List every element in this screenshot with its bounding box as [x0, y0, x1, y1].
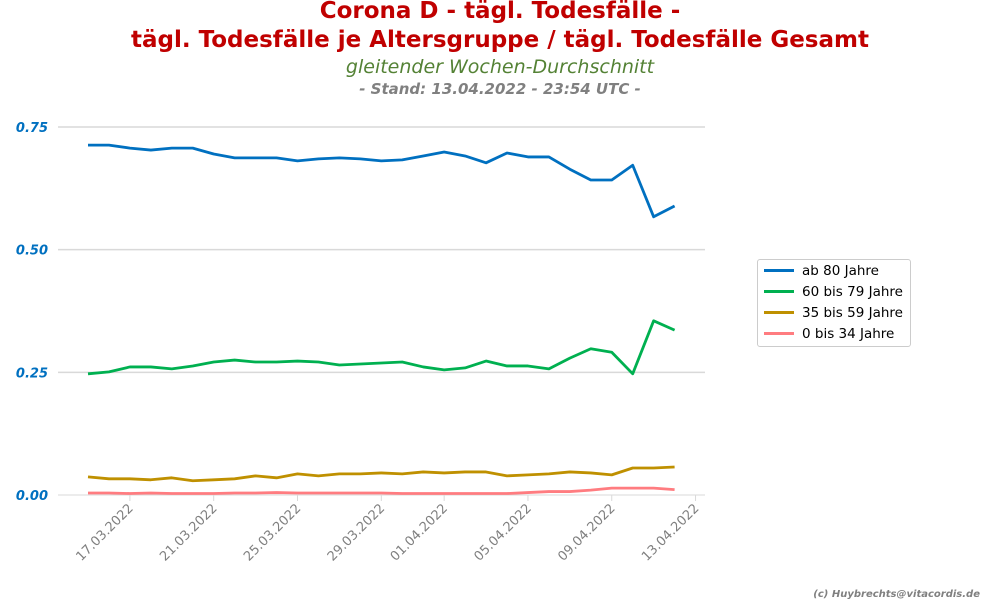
- y-tick-label: 0.25: [16, 366, 48, 381]
- x-tick-label: 17.03.2022: [73, 501, 136, 564]
- legend-swatch: [764, 311, 794, 314]
- legend-item: 35 bis 59 Jahre: [758, 302, 910, 323]
- chart-title-line2: tägl. Todesfälle je Altersgruppe / tägl.…: [131, 27, 869, 53]
- legend-swatch: [764, 290, 794, 293]
- series-line-35-bis-59-Jahre: [87, 465, 675, 483]
- chart-subtitle: gleitender Wochen-Durchschnitt: [345, 56, 655, 78]
- x-tick-label: 01.04.2022: [388, 501, 451, 564]
- x-tick-label: 21.03.2022: [157, 501, 220, 564]
- x-tick-label: 13.04.2022: [639, 501, 702, 564]
- legend-item: 0 bis 34 Jahre: [758, 323, 910, 344]
- y-tick-label: 0.00: [16, 489, 48, 504]
- series-line-ab-80-Jahre: [88, 143, 676, 219]
- x-tick-label: 29.03.2022: [325, 501, 388, 564]
- y-tick-label: 0.75: [16, 121, 48, 136]
- legend-label: 0 bis 34 Jahre: [802, 325, 895, 342]
- series-line-0-bis-34-Jahre: [88, 486, 675, 495]
- x-tick-label: 25.03.2022: [241, 501, 304, 564]
- series-line-60-bis-79-Jahre: [87, 319, 676, 376]
- legend-label: ab 80 Jahre: [802, 262, 879, 279]
- legend-swatch: [764, 269, 794, 272]
- stand-date: - Stand: 13.04.2022 - 23:54 UTC -: [359, 80, 641, 98]
- legend-label: 35 bis 59 Jahre: [802, 304, 903, 321]
- x-tick-label: 05.04.2022: [472, 501, 535, 564]
- copyright-footer: (c) Huybrechts@vitacordis.de: [813, 589, 980, 600]
- legend-swatch: [764, 332, 794, 335]
- legend-item: ab 80 Jahre: [758, 260, 910, 281]
- legend-item: 60 bis 79 Jahre: [758, 281, 910, 302]
- y-tick-label: 0.50: [16, 244, 48, 259]
- legend: ab 80 Jahre 60 bis 79 Jahre 35 bis 59 Ja…: [757, 259, 911, 347]
- x-tick-label: 09.04.2022: [555, 501, 618, 564]
- chart-title: Corona D - tägl. Todesfälle -: [319, 0, 681, 24]
- legend-label: 60 bis 79 Jahre: [802, 283, 903, 300]
